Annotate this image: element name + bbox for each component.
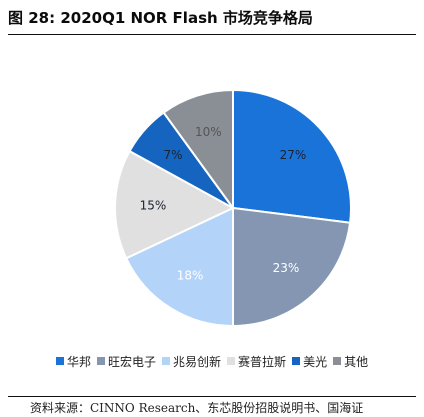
pie-chart: 27% 23% 18% 15% 7% 10% — [114, 88, 352, 328]
source-rule — [8, 396, 416, 397]
source-note: 资料来源：CINNO Research、东芯股份招股说明书、国海证 — [30, 401, 364, 415]
slice-value-label: 7% — [163, 148, 182, 162]
legend-swatch — [162, 357, 171, 365]
legend-label: 其他 — [344, 354, 369, 369]
legend-label: 旺宏电子 — [108, 354, 157, 369]
legend-swatch — [97, 357, 106, 365]
legend-item: 美光 — [292, 353, 327, 370]
legend-label: 华邦 — [67, 354, 92, 369]
legend-label: 美光 — [303, 354, 328, 369]
legend-item: 其他 — [333, 353, 368, 370]
title-rule — [8, 34, 416, 35]
figure-title: 图 28: 2020Q1 NOR Flash 市场竞争格局 — [8, 9, 313, 27]
legend-item: 兆易创新 — [162, 353, 221, 370]
legend-label: 赛普拉斯 — [238, 354, 287, 369]
legend-swatch — [292, 357, 301, 365]
legend-swatch — [227, 357, 236, 365]
pie-slice — [232, 88, 352, 224]
legend-item: 旺宏电子 — [97, 353, 156, 370]
legend-swatch — [333, 357, 342, 365]
pie-slice — [114, 149, 236, 260]
legend-label: 兆易创新 — [173, 354, 222, 369]
legend-item: 华邦 — [56, 353, 91, 370]
pie-slice — [162, 88, 234, 212]
slice-value-label: 18% — [177, 269, 204, 283]
pie-slice — [124, 206, 234, 328]
chart-legend: 华邦 旺宏电子 兆易创新 赛普拉斯 美光 其他 — [56, 352, 374, 370]
slice-value-label: 23% — [273, 261, 300, 275]
slice-value-label: 27% — [280, 148, 307, 162]
slice-value-label: 10% — [195, 125, 222, 139]
pie-slice — [232, 206, 352, 328]
legend-item: 赛普拉斯 — [227, 353, 286, 370]
legend-swatch — [56, 357, 64, 365]
slice-value-label: 15% — [140, 199, 167, 213]
